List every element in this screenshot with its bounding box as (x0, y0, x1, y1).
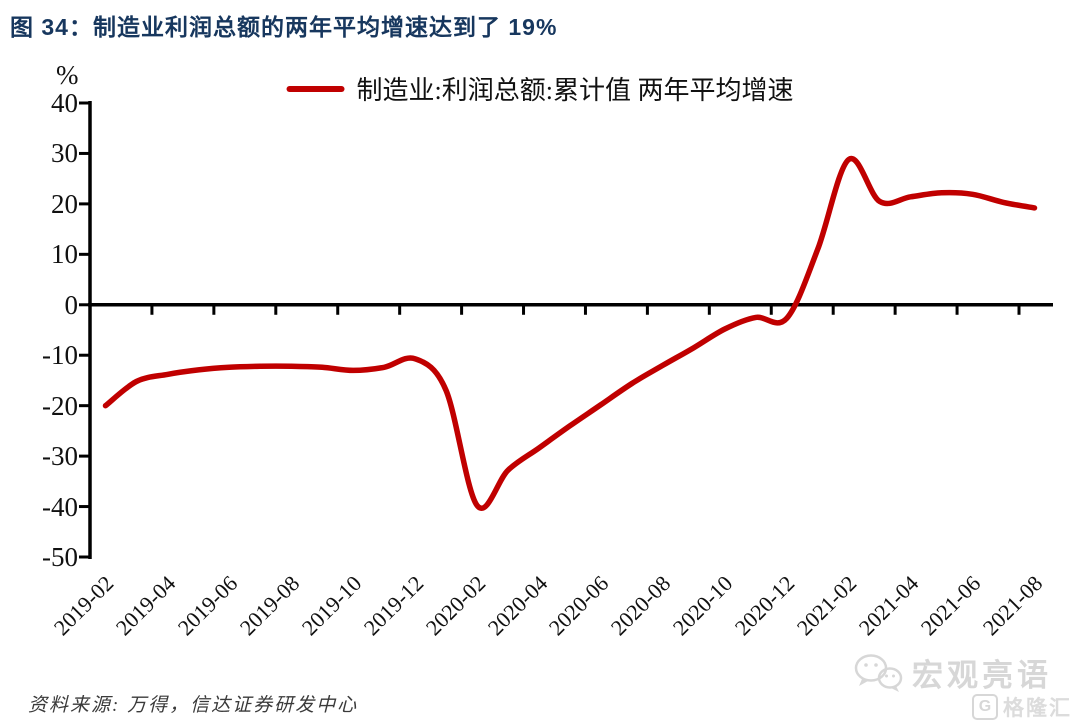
y-tick-label: 20 (51, 188, 78, 219)
y-axis-unit-label: % (56, 60, 79, 90)
watermark-gelonghui: G 格隆汇 (972, 692, 1072, 722)
wechat-icon (854, 653, 903, 692)
gelonghui-logo-text: 格隆汇 (1003, 697, 1072, 720)
legend-series-label: 制造业:利润总额:累计值 两年平均增速 (356, 76, 794, 105)
y-tick-label: 10 (51, 239, 78, 270)
y-tick-label: 0 (64, 289, 79, 320)
gelonghui-logo-icon: G (972, 694, 998, 720)
y-tick-label: 40 (51, 88, 78, 118)
series-line (102, 155, 1038, 511)
y-tick-label: -30 (42, 441, 78, 472)
source-note: 资料来源: 万得，信达证券研发中心 (28, 695, 359, 716)
y-tick-label: 30 (51, 138, 78, 169)
y-tick-label: -10 (42, 340, 78, 371)
y-tick-label: -40 (42, 491, 78, 522)
watermark-brand: 宏观亮语 (852, 650, 1052, 695)
y-tick-label: -50 (42, 542, 78, 572)
legend-line-marker (286, 85, 345, 92)
y-tick-label: -20 (42, 390, 78, 421)
legend: 制造业:利润总额:累计值 两年平均增速 (286, 70, 794, 107)
watermark-brand-text: 宏观亮语 (912, 658, 1052, 693)
figure-title: 图 34：制造业利润总额的两年平均增速达到了 19% (10, 14, 558, 40)
